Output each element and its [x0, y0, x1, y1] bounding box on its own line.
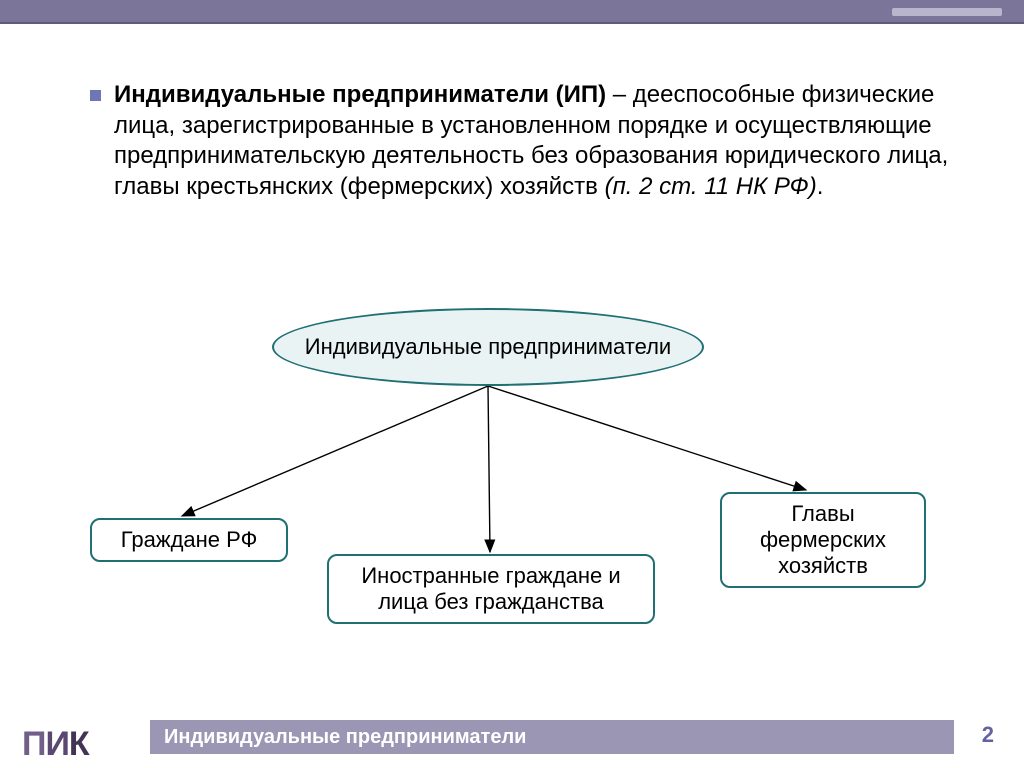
diagram-child-label: Граждане РФ	[113, 527, 266, 553]
footer-logo: ПИК	[22, 725, 89, 764]
page-number: 2	[982, 722, 994, 748]
footer: ПИК Индивидуальные предприниматели 2	[0, 708, 1024, 768]
diagram-child-label: Иностранные граждане и лица без гражданс…	[329, 563, 653, 615]
footer-title-strip: Индивидуальные предприниматели	[150, 720, 954, 754]
diagram: Индивидуальные предприниматели Граждане …	[0, 300, 1024, 670]
content-area: Индивидуальные предприниматели (ИП) – де…	[90, 80, 954, 203]
logo-char-1: П	[22, 725, 45, 763]
diagram-child-foreign: Иностранные граждане и лица без гражданс…	[327, 554, 655, 624]
definition-text: Индивидуальные предприниматели (ИП) – де…	[114, 80, 954, 203]
diagram-child-citizens: Граждане РФ	[90, 518, 288, 562]
logo-char-2: И	[45, 725, 68, 763]
bullet-icon	[90, 90, 101, 101]
top-decoration-bar	[0, 0, 1024, 24]
definition-citation: (п. 2 ст. 11 НК РФ)	[605, 173, 817, 200]
diagram-child-farmers: Главы фермерских хозяйств	[720, 492, 926, 588]
definition-term: Индивидуальные предприниматели (ИП)	[114, 81, 606, 108]
logo-char-3: К	[69, 725, 89, 763]
definition-suffix: .	[817, 173, 824, 200]
diagram-child-label: Главы фермерских хозяйств	[722, 501, 924, 579]
diagram-root-label: Индивидуальные предприниматели	[305, 334, 671, 360]
footer-title: Индивидуальные предприниматели	[164, 726, 526, 749]
diagram-root-node: Индивидуальные предприниматели	[272, 308, 704, 386]
definition-block: Индивидуальные предприниматели (ИП) – де…	[90, 80, 954, 203]
